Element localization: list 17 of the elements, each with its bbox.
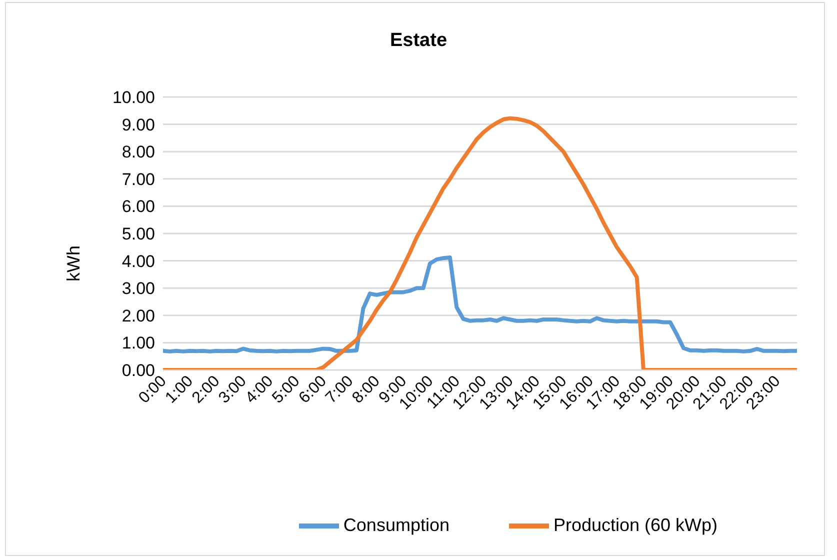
y-tick-label: 10.00 bbox=[112, 88, 155, 108]
legend-label: Production (60 kWp) bbox=[553, 514, 718, 535]
y-tick-label: 2.00 bbox=[122, 306, 155, 326]
line-series bbox=[163, 256, 797, 354]
line-series bbox=[163, 116, 797, 370]
y-tick-label: 5.00 bbox=[122, 224, 155, 244]
y-tick-label: 1.00 bbox=[122, 334, 155, 353]
y-tick-label: 7.00 bbox=[122, 170, 155, 189]
y-tick-label: 6.00 bbox=[122, 197, 155, 216]
legend-label: Consumption bbox=[343, 514, 450, 535]
y-tick-label: 0.00 bbox=[122, 361, 155, 380]
y-axis-title: kWh bbox=[64, 244, 84, 284]
chart-title: Estate bbox=[388, 30, 448, 52]
y-tick-label: 9.00 bbox=[122, 115, 155, 134]
y-tick-label: 3.00 bbox=[122, 279, 155, 298]
y-tick-label: 8.00 bbox=[122, 142, 155, 162]
y-tick-label: 4.00 bbox=[122, 252, 155, 271]
